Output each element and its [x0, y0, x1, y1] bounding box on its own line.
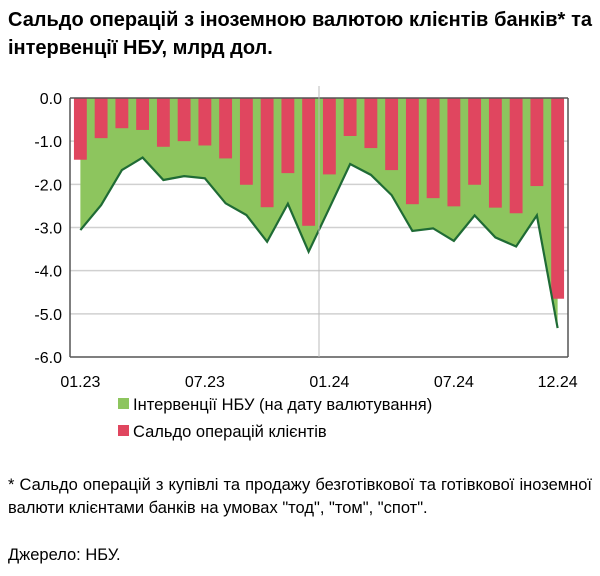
bar-client-balance: [281, 98, 295, 174]
chart: 0.0 -1.0 -2.0 -3.0 -4.0 -5.0 -6.0 01.23 07.23 01.…: [34, 86, 578, 441]
legend-label: Інтервенції НБУ (на дату валютування): [133, 396, 432, 414]
bar-client-balance: [156, 98, 170, 147]
bar-client-balance: [94, 98, 108, 139]
y-tick-label: 0.0: [40, 91, 62, 108]
bar-client-balance: [509, 98, 523, 214]
x-tick-label: 07.24: [434, 374, 474, 391]
bar-client-balance: [239, 98, 253, 185]
bar-client-balance: [73, 98, 87, 160]
bar-client-balance: [447, 98, 461, 207]
bar-client-balance: [136, 98, 150, 130]
bar-client-balance: [468, 98, 482, 185]
y-tick-label: -6.0: [34, 350, 62, 367]
y-tick-label: -4.0: [34, 264, 62, 281]
x-tick-label: 01.23: [60, 374, 100, 391]
footnote: * Сальдо операцій з купівлі та продажу б…: [8, 476, 592, 517]
bar-client-balance: [322, 98, 336, 175]
bar-client-balance: [343, 98, 357, 136]
source-note: Джерело: НБУ.: [8, 546, 121, 564]
y-tick-label: -2.0: [34, 177, 62, 194]
bar-client-balance: [426, 98, 440, 199]
bar-client-balance: [219, 98, 233, 159]
x-tick-label: 12.24: [538, 374, 578, 391]
legend-swatch: [118, 425, 129, 436]
y-tick-label: -3.0: [34, 221, 62, 238]
y-tick-label: -1.0: [34, 134, 62, 151]
bar-client-balance: [551, 98, 565, 299]
legend-swatch: [118, 398, 129, 409]
x-tick-label: 07.23: [185, 374, 225, 391]
bar-client-balance: [385, 98, 399, 171]
bar-client-balance: [530, 98, 544, 187]
bar-client-balance: [177, 98, 191, 142]
bar-client-balance: [405, 98, 419, 205]
chart-title: Сальдо операцій з іноземною валютою кліє…: [8, 9, 592, 59]
bar-client-balance: [364, 98, 378, 149]
y-tick-label: -5.0: [34, 307, 62, 324]
x-tick-label: 01.24: [309, 374, 349, 391]
bar-client-balance: [260, 98, 274, 208]
legend-label: Сальдо операцій клієнтів: [133, 423, 327, 441]
bar-client-balance: [115, 98, 129, 129]
bar-client-balance: [302, 98, 316, 226]
bar-client-balance: [198, 98, 212, 146]
bar-client-balance: [488, 98, 502, 208]
